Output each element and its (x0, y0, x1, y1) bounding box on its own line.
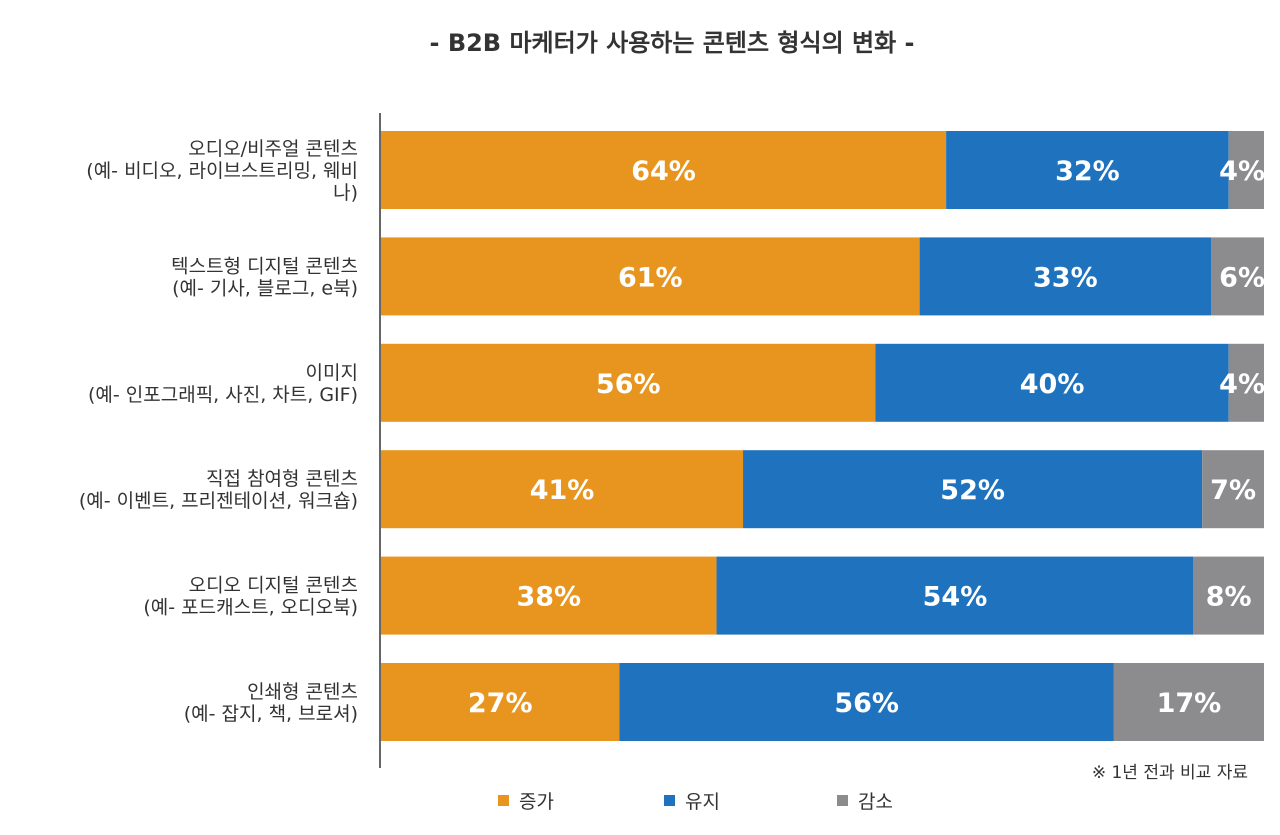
bar-segment (1202, 450, 1264, 529)
comparison-note: ※ 1년 전과 비교 자료 (1092, 763, 1248, 783)
data-label: 40% (1020, 369, 1085, 400)
chart-title: - B2B 마케터가 사용하는 콘텐츠 형식의 변화 - (430, 29, 915, 57)
bar-segment (381, 450, 744, 529)
data-label: 56% (834, 688, 899, 719)
category-label: (예- 이벤트, 프리젠테이션, 워크숍) (79, 490, 358, 512)
data-label: 7% (1210, 475, 1256, 506)
legend-label: 감소 (858, 791, 893, 813)
category-label: (예- 비디오, 라이브스트리밍, 웨비 (86, 160, 358, 182)
data-label: 54% (923, 582, 988, 613)
bar-segment (1113, 663, 1264, 741)
bar-segment (743, 450, 1203, 529)
bar-segment (381, 237, 920, 316)
bar-segment (1228, 131, 1264, 209)
data-label: 64% (631, 156, 696, 187)
bar-segment (381, 556, 717, 635)
data-label: 56% (596, 369, 661, 400)
category-label: 이미지 (306, 362, 358, 384)
legend: 증가 유지 감소 (498, 791, 893, 813)
data-label: 17% (1157, 688, 1222, 719)
category-label: (예- 잡지, 책, 브로셔) (184, 703, 358, 725)
category-label: 직접 참여형 콘텐츠 (206, 468, 358, 490)
category-label: 텍스트형 디지털 콘텐츠 (171, 255, 358, 277)
legend-swatch (498, 795, 509, 806)
data-label: 27% (468, 688, 533, 719)
legend-swatch (664, 795, 675, 806)
data-label: 33% (1033, 262, 1098, 293)
data-label: 41% (530, 475, 595, 506)
category-label: 인쇄형 콘텐츠 (247, 681, 358, 703)
category-label: (예- 포드캐스트, 오디오북) (143, 597, 358, 619)
data-label: 6% (1219, 262, 1265, 293)
data-label: 61% (618, 262, 683, 293)
data-label: 4% (1219, 369, 1265, 400)
category-label: 나) (333, 182, 358, 204)
legend-swatch (837, 795, 848, 806)
legend-label: 증가 (519, 791, 554, 813)
data-label: 52% (940, 475, 1005, 506)
bar-segment (1228, 343, 1264, 422)
data-label: 38% (516, 582, 581, 613)
category-label: 오디오 디지털 콘텐츠 (189, 575, 358, 597)
bar-segment (946, 131, 1229, 209)
bar-segment (919, 237, 1212, 316)
category-label: (예- 기사, 블로그, e북) (172, 277, 358, 299)
category-labels: 오디오/비주얼 콘텐츠(예- 비디오, 라이브스트리밍, 웨비나) 텍스트형 디지… (79, 138, 358, 725)
legend-label: 유지 (685, 791, 720, 813)
bar-segment (381, 343, 876, 422)
bar-segment (381, 131, 947, 209)
data-label: 4% (1219, 156, 1265, 187)
data-label: 8% (1206, 582, 1252, 613)
category-label: 오디오/비주얼 콘텐츠 (188, 138, 358, 160)
category-label: (예- 인포그래픽, 사진, 차트, GIF) (88, 384, 358, 406)
bar-segment (875, 343, 1229, 422)
data-label: 32% (1055, 156, 1120, 187)
bar-segment (381, 663, 620, 741)
bars: 64% 32% 4% 61% 33% 6% 56% 40% 4% 41% 52% 7% 38% 54% 8%… (381, 131, 1265, 741)
bar-segment (1193, 556, 1264, 635)
bar-segment (619, 663, 1114, 741)
bar-segment (716, 556, 1194, 635)
bar-segment (1211, 237, 1264, 316)
